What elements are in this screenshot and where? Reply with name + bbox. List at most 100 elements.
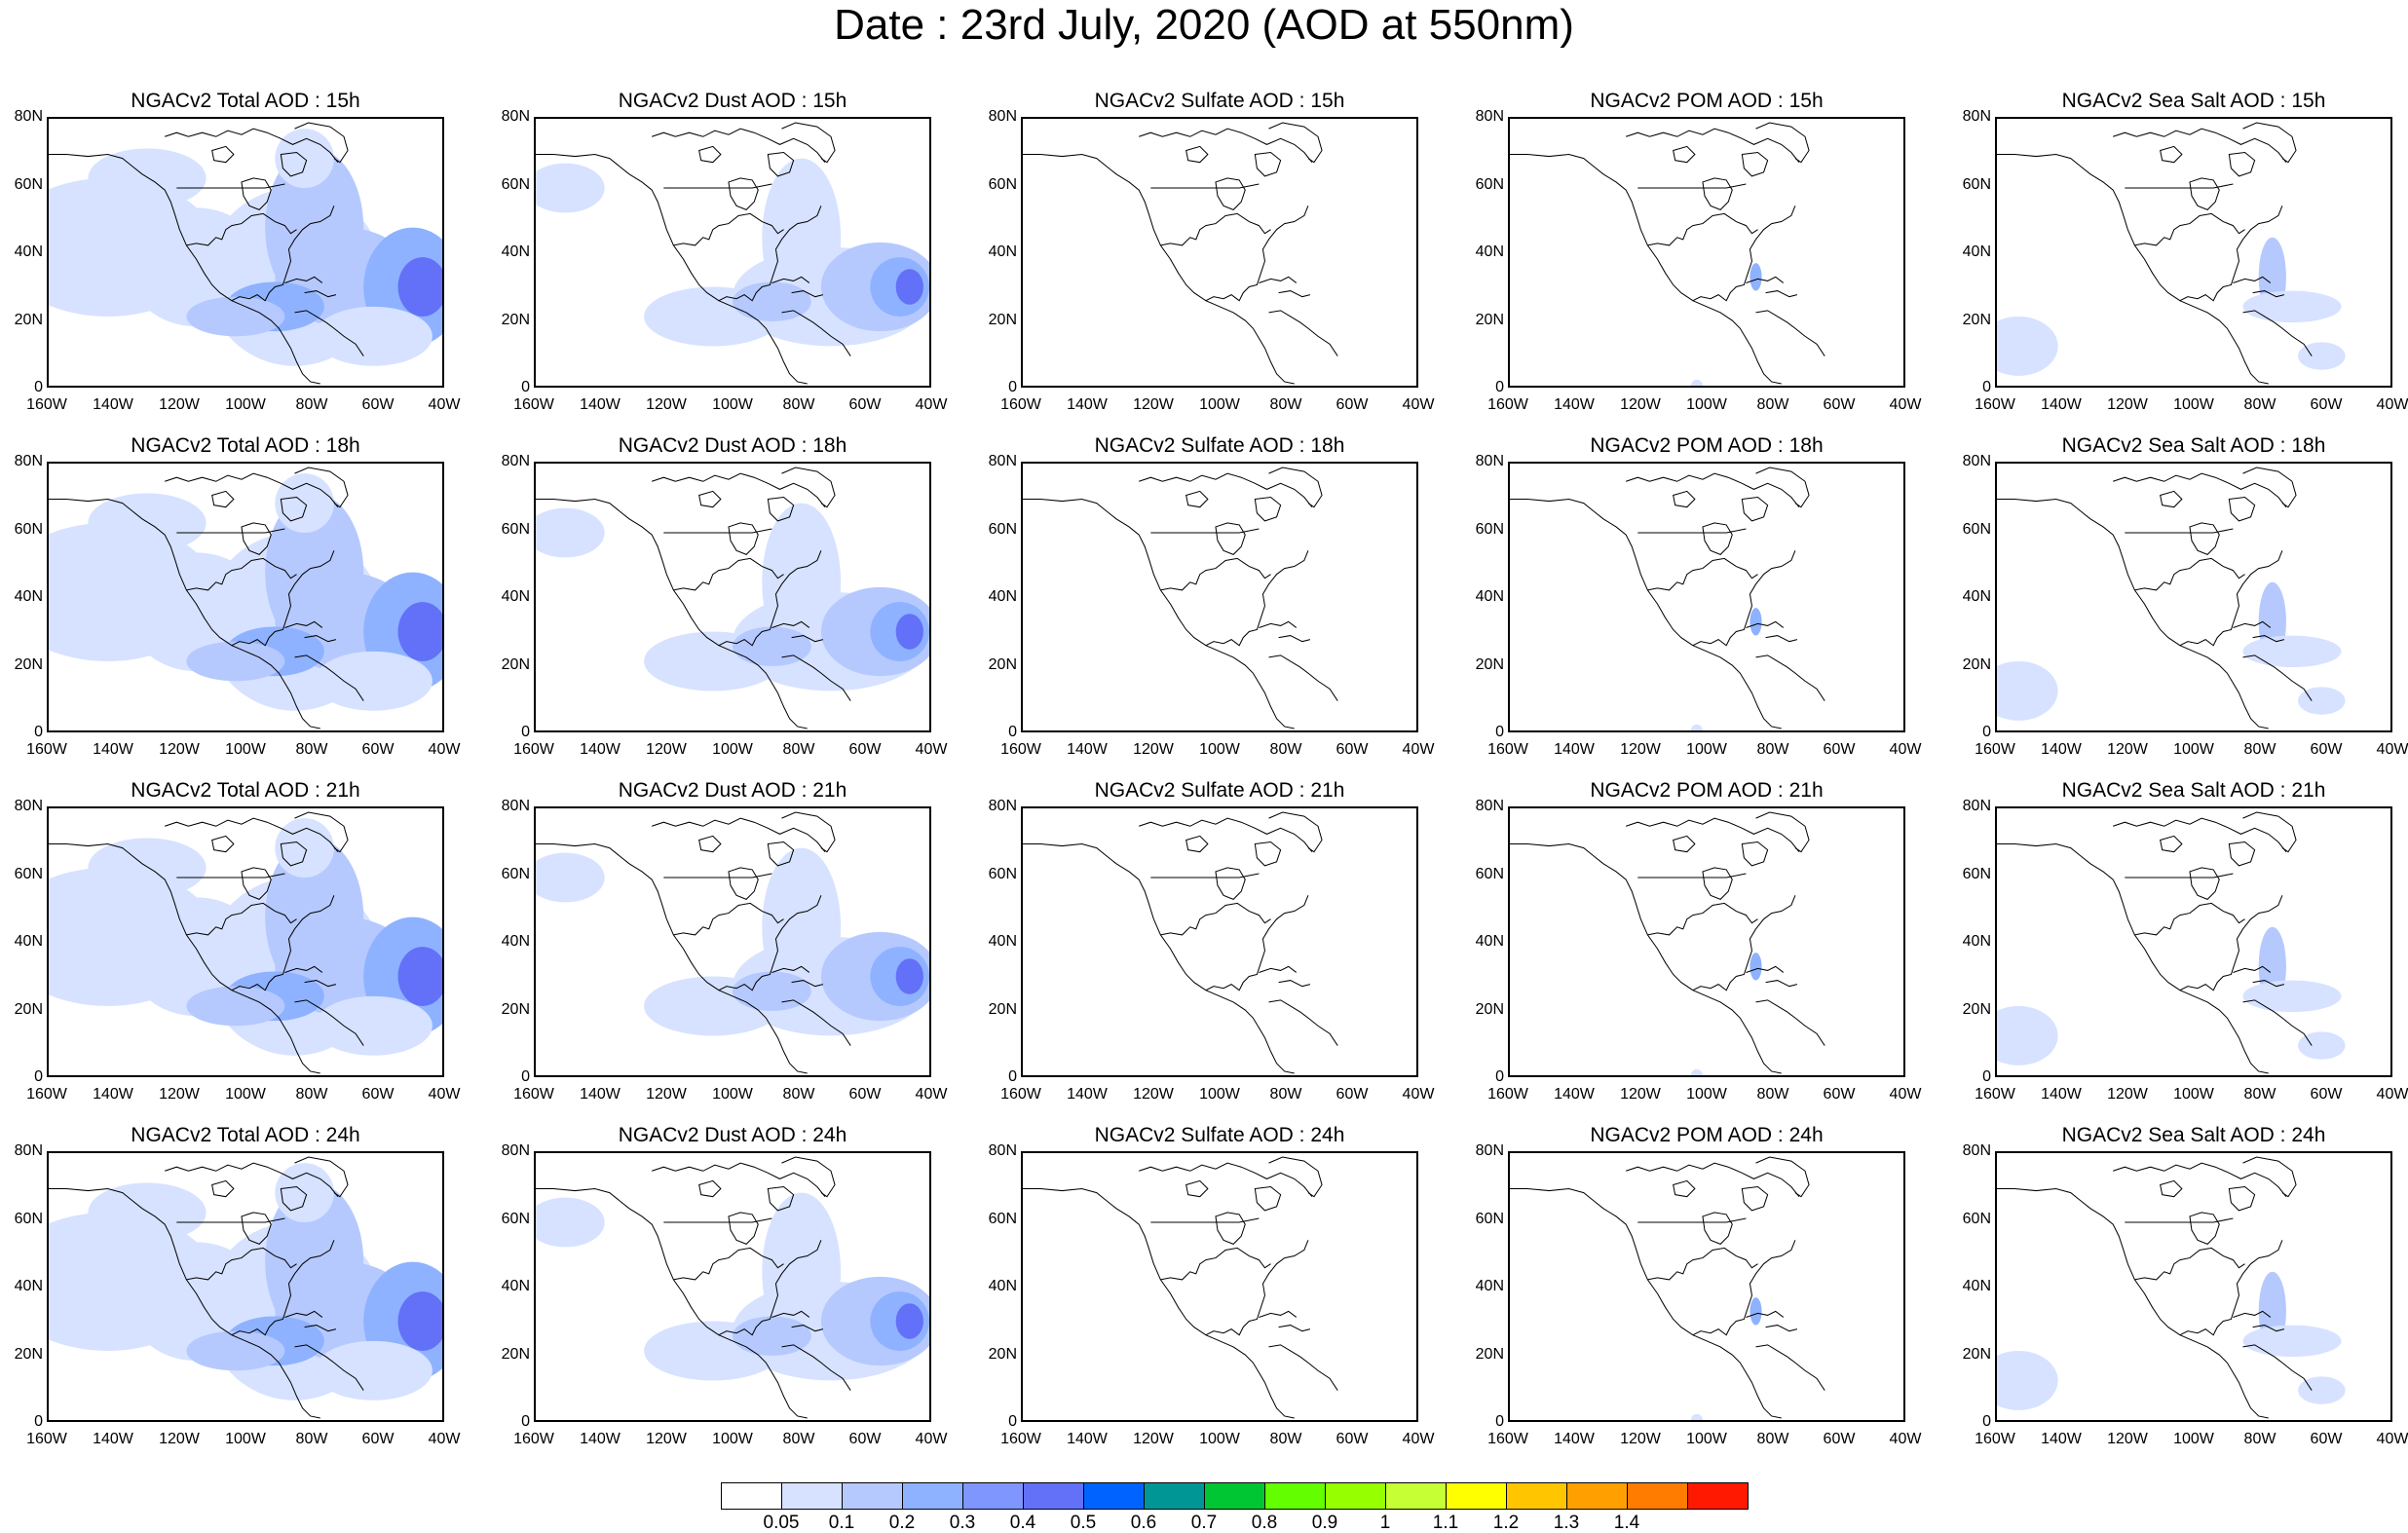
coastline xyxy=(1997,499,2269,729)
coastline xyxy=(1254,496,1282,522)
lat-tick-label: 60N xyxy=(1962,1210,1991,1227)
coastline xyxy=(663,873,772,879)
coastline xyxy=(241,177,272,210)
lon-tick-label: 100W xyxy=(712,741,753,758)
lon-tick-label: 40W xyxy=(915,396,948,413)
map-panel: NGACv2 Total AOD : 24h 80N 60N 40N 20N 0 160W 1… xyxy=(0,1122,491,1455)
lon-tick-label: 40W xyxy=(1402,1086,1435,1103)
coastline xyxy=(284,276,323,283)
aod-shading xyxy=(2242,1325,2342,1358)
aod-map xyxy=(536,122,929,385)
aod-shading xyxy=(2298,1376,2346,1404)
lon-tick-label: 120W xyxy=(2107,1431,2148,1447)
lon-tick-label: 160W xyxy=(1975,1431,2015,1447)
coastline xyxy=(1215,177,1246,210)
aod-map xyxy=(1997,122,2346,385)
lon-tick-label: 40W xyxy=(428,1086,461,1103)
coastline xyxy=(771,276,810,283)
lon-tick-label: 120W xyxy=(1133,1431,1174,1447)
coastline xyxy=(284,965,323,973)
lon-tick-label: 80W xyxy=(2243,1086,2276,1103)
lat-tick-label: 60N xyxy=(988,1210,1017,1227)
lon-tick-label: 80W xyxy=(1269,1431,1302,1447)
panel-title: NGACv2 POM AOD : 18h xyxy=(1590,434,1824,457)
coastline xyxy=(781,811,836,853)
aod-shading xyxy=(314,995,433,1056)
lat-tick-label: 20N xyxy=(1962,655,1991,673)
lon-tick-label: 80W xyxy=(1756,1431,1789,1447)
coastline xyxy=(1637,528,1747,534)
lon-tick-label: 40W xyxy=(428,741,461,758)
coastline xyxy=(652,128,826,163)
lon-tick-label: 100W xyxy=(712,396,753,413)
lat-tick-label: 20N xyxy=(988,311,1017,328)
colorbar-label: 0.4 xyxy=(1009,1513,1036,1533)
lon-tick-label: 40W xyxy=(1402,1431,1435,1447)
lon-tick-label: 140W xyxy=(93,1431,133,1447)
lon-tick-label: 60W xyxy=(1823,1086,1856,1103)
coastline xyxy=(1023,154,1295,385)
lon-tick-label: 120W xyxy=(1133,741,1174,758)
aod-shading xyxy=(733,971,811,1012)
coastline xyxy=(1673,835,1696,853)
map-panel: NGACv2 Dust AOD : 21h 80N 60N 40N 20N 0 160W 14… xyxy=(487,777,978,1110)
lat-tick-label: 20N xyxy=(501,311,530,328)
lon-tick-label: 80W xyxy=(1756,741,1789,758)
lon-tick-label: 60W xyxy=(2310,1431,2343,1447)
coastline xyxy=(294,1156,349,1198)
aod-shading xyxy=(2298,1031,2346,1060)
lon-tick-label: 140W xyxy=(93,1086,133,1103)
aod-shading xyxy=(314,306,433,366)
coastline xyxy=(304,980,337,988)
coastline xyxy=(1023,499,1295,729)
lon-tick-label: 40W xyxy=(1402,396,1435,413)
coastline xyxy=(698,1179,722,1198)
lon-tick-label: 80W xyxy=(295,1431,328,1447)
coastline xyxy=(728,522,759,555)
coastline xyxy=(1626,1162,1800,1197)
coastline xyxy=(1259,1310,1298,1318)
lat-tick-label: 80N xyxy=(1962,798,1991,814)
map-frame xyxy=(1021,806,1418,1077)
coastline xyxy=(231,206,335,302)
aod-shading xyxy=(88,838,207,898)
colorbar-label: 0.6 xyxy=(1130,1513,1157,1533)
map-panel: NGACv2 Sea Salt AOD : 18h 80N 60N 40N 20N 0 16… xyxy=(1948,432,2408,766)
panel-title: NGACv2 Dust AOD : 15h xyxy=(618,90,847,112)
lon-tick-label: 160W xyxy=(1000,1086,1041,1103)
lon-tick-label: 120W xyxy=(2107,1086,2148,1103)
coastline xyxy=(1150,873,1260,879)
coastline xyxy=(1746,620,1785,628)
aod-map xyxy=(49,811,442,1074)
lat-tick-label: 40N xyxy=(14,933,43,950)
map-panel: NGACv2 Sulfate AOD : 21h 80N 60N 40N 20N 0 160… xyxy=(974,777,1465,1110)
aod-map xyxy=(1510,467,1825,730)
coastline xyxy=(652,1162,826,1197)
aod-shading xyxy=(1750,263,1762,291)
lon-tick-label: 60W xyxy=(848,1086,882,1103)
lon-tick-label: 140W xyxy=(93,741,133,758)
map-panel: NGACv2 Sea Salt AOD : 24h 80N 60N 40N 20N 0 16… xyxy=(1948,1122,2408,1455)
coastline xyxy=(1755,467,1810,508)
coastline xyxy=(294,811,349,853)
lon-tick-label: 100W xyxy=(2173,396,2214,413)
lon-tick-label: 140W xyxy=(1554,1431,1595,1447)
coastline xyxy=(2233,965,2272,973)
aod-shading xyxy=(2298,687,2346,715)
lat-tick-label: 0 xyxy=(1008,379,1017,395)
panel-title: NGACv2 Sea Salt AOD : 21h xyxy=(2061,779,2326,802)
coastline xyxy=(2113,128,2287,163)
lon-tick-label: 160W xyxy=(1000,1431,1041,1447)
lon-tick-label: 100W xyxy=(1199,741,1240,758)
coastline xyxy=(2179,895,2283,991)
lon-tick-label: 60W xyxy=(2310,396,2343,413)
map-frame xyxy=(47,1151,444,1422)
lon-tick-label: 100W xyxy=(2173,741,2214,758)
coastline xyxy=(771,620,810,628)
aod-map xyxy=(1997,1156,2346,1419)
aod-shading xyxy=(88,148,207,208)
lat-tick-label: 80N xyxy=(988,1142,1017,1159)
lat-tick-label: 80N xyxy=(988,798,1017,814)
coastline xyxy=(2179,550,2283,647)
lat-tick-label: 40N xyxy=(1475,933,1504,950)
